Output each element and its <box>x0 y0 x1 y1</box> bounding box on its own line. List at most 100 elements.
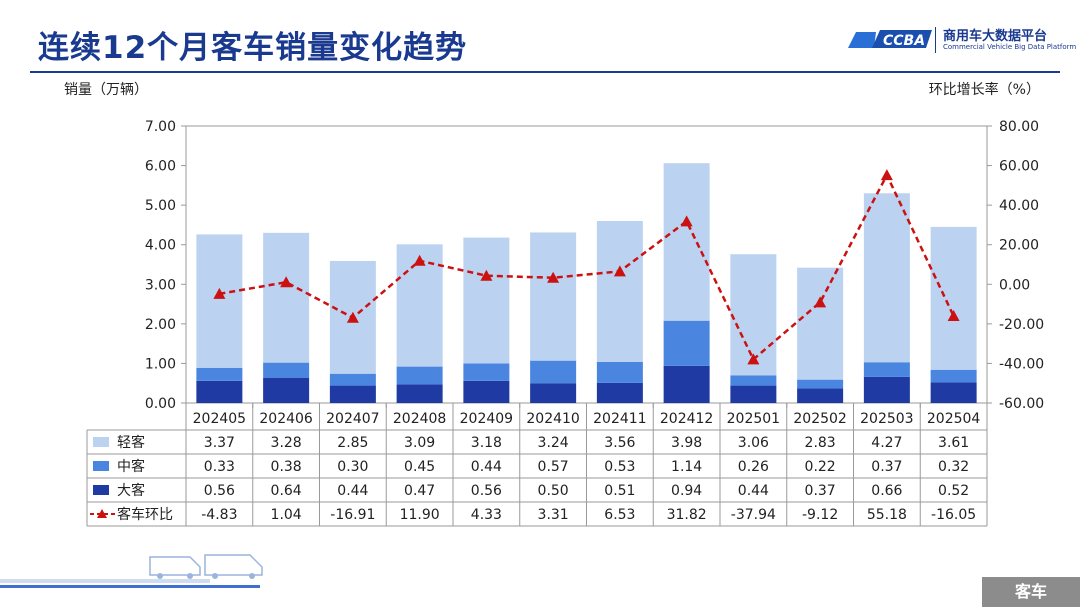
table-cell: -16.91 <box>330 507 375 523</box>
table-cell: 3.24 <box>538 435 569 451</box>
table-cell: 0.37 <box>805 483 836 499</box>
table-cell: 0.44 <box>337 483 368 499</box>
right-tick-label: 60.00 <box>999 159 1039 175</box>
bar-segment <box>596 361 643 383</box>
table-cell: 0.56 <box>204 483 235 499</box>
bar-segment <box>930 369 977 383</box>
table-cell: -16.05 <box>931 507 976 523</box>
bar-segment <box>196 234 243 368</box>
table-cell: 0.30 <box>337 459 368 475</box>
table-cell: 1.14 <box>671 459 702 475</box>
table-cell: 0.64 <box>271 483 302 499</box>
legend-swatch <box>93 437 109 447</box>
table-cell: 0.33 <box>204 459 235 475</box>
bar-segment <box>930 226 977 370</box>
table-cell: 11.90 <box>400 507 440 523</box>
page-title: 连续12个月客车销量变化趋势 <box>38 30 468 66</box>
left-tick-label: 0.00 <box>145 396 176 412</box>
table-cell: 3.09 <box>404 435 435 451</box>
logo-en: Commercial Vehicle Big Data Platform <box>943 43 1077 51</box>
left-tick-label: 6.00 <box>145 159 176 175</box>
bar-segment <box>596 382 643 403</box>
bar-segment <box>730 375 777 386</box>
left-tick-label: 1.00 <box>145 356 176 372</box>
bar-segment <box>797 267 844 380</box>
bar-segment <box>730 385 777 403</box>
table-cell: 3.98 <box>671 435 702 451</box>
left-tick-label: 3.00 <box>145 277 176 293</box>
legend-swatch <box>93 485 109 495</box>
bar-segment <box>930 382 977 403</box>
right-axis-label: 环比增长率（%） <box>928 82 1040 98</box>
ratio-point <box>680 215 693 227</box>
left-tick-label: 4.00 <box>145 238 176 254</box>
bar-segment <box>663 365 710 403</box>
table-cell: 0.56 <box>471 483 502 499</box>
table-cell: 1.04 <box>271 507 302 523</box>
left-tick-label: 5.00 <box>145 198 176 214</box>
bar-segment <box>863 376 910 403</box>
logo-mark-icon: CCBA <box>848 30 932 49</box>
table-cell: 0.50 <box>538 483 569 499</box>
bar-segment <box>663 320 710 366</box>
right-tick-label: -60.00 <box>999 396 1044 412</box>
bar-segment <box>329 385 376 403</box>
table-cell: 0.44 <box>738 483 769 499</box>
x-tick-label: 202503 <box>860 411 913 427</box>
x-tick-label: 202409 <box>460 411 513 427</box>
x-tick-label: 202405 <box>193 411 246 427</box>
bar-segment <box>463 380 510 403</box>
table-cell: 2.85 <box>337 435 368 451</box>
ratio-point <box>280 276 293 288</box>
left-tick-label: 2.00 <box>145 317 176 333</box>
right-tick-label: -40.00 <box>999 356 1044 372</box>
ratio-point <box>480 269 493 281</box>
bar-segment <box>463 237 510 364</box>
bar-segment <box>263 362 310 378</box>
x-tick-label: 202406 <box>259 411 313 427</box>
logo-divider <box>935 27 936 53</box>
table-cell: 0.38 <box>271 459 302 475</box>
ratio-point <box>747 353 760 365</box>
table-cell: 0.57 <box>538 459 569 475</box>
right-tick-label: 0.00 <box>999 277 1030 293</box>
table-cell: 0.47 <box>404 483 435 499</box>
ratio-point <box>547 271 560 283</box>
table-cell: 0.37 <box>871 459 902 475</box>
ratio-point <box>346 311 359 323</box>
right-tick-label: 40.00 <box>999 198 1039 214</box>
table-cell: 3.37 <box>204 435 235 451</box>
bar-segment <box>196 367 243 381</box>
decorative-vehicles-icon <box>0 554 263 588</box>
x-tick-label: 202502 <box>793 411 846 427</box>
table-cell: -9.12 <box>802 507 838 523</box>
x-tick-label: 202410 <box>526 411 579 427</box>
bar-segment <box>530 383 577 403</box>
x-tick-label: 202412 <box>660 411 713 427</box>
bar-segment <box>530 232 577 361</box>
table-cell: 0.52 <box>938 483 969 499</box>
bar-segment <box>263 232 310 363</box>
table-cell: 0.66 <box>871 483 902 499</box>
sales-chart: 7.00 6.00 5.00 4.00 3.00 2.00 1.00 0.00 80.00 60.… <box>86 119 1044 527</box>
x-tick-label: 202411 <box>593 411 646 427</box>
table-cell: 0.51 <box>604 483 635 499</box>
ratio-point <box>613 265 626 277</box>
table-cell: 0.44 <box>471 459 502 475</box>
bar-segment <box>797 388 844 403</box>
logo-cn: 商用车大数据平台 <box>943 29 1048 44</box>
left-axis-label: 销量（万辆） <box>64 82 148 98</box>
legend-label: 大客 <box>117 482 145 499</box>
table-cell: 4.33 <box>471 507 502 523</box>
legend-label: 中客 <box>117 458 145 475</box>
bar-segment <box>329 373 376 386</box>
legend-marker <box>97 509 107 518</box>
table-cell: -37.94 <box>731 507 776 523</box>
table-cell: 0.32 <box>938 459 969 475</box>
ratio-point <box>213 287 226 299</box>
table-cell: 6.53 <box>604 507 635 523</box>
bar-segment <box>463 363 510 381</box>
table-cell: 3.28 <box>271 435 302 451</box>
right-tick-label: 20.00 <box>999 238 1039 254</box>
bar-segment <box>596 220 643 362</box>
